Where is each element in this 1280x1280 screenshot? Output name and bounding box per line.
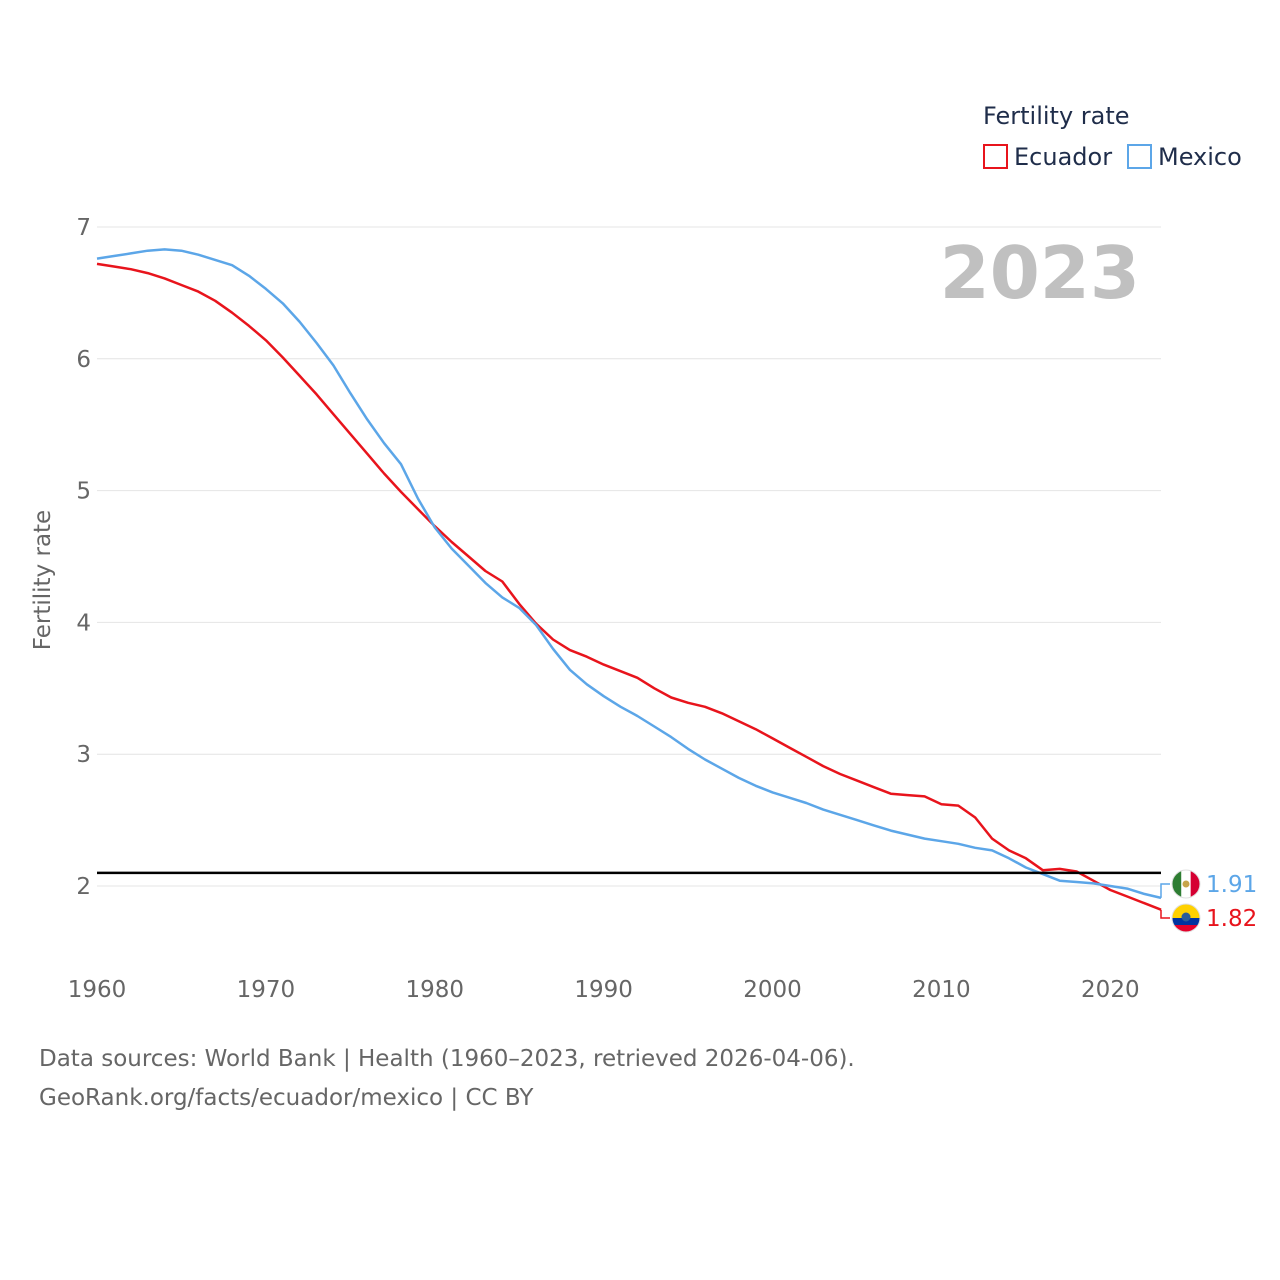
x-tick-label: 2020 [1081,977,1140,1003]
fertility-rate-chart: 2 3 4 5 6 7 1960 1970 1980 1990 2000 2010 2020 Fert… [30,102,1257,1003]
end-labels: 1.82 1.91 [1160,869,1257,933]
flag-stripe-green [1172,870,1182,898]
legend: Fertility rate Ecuador Mexico [983,102,1242,171]
y-tick-label: 3 [76,742,91,768]
flag-stripe-red [1190,870,1200,898]
x-tick-label: 2010 [912,977,971,1003]
year-label: 2023 [940,231,1140,315]
leader-line-mexico [1160,883,1170,898]
data-sources-text: Data sources: World Bank | Health (1960–… [39,1046,855,1072]
flag-emblem [1181,912,1191,922]
x-tick-label: 2000 [743,977,802,1003]
x-tick-label: 1990 [574,977,633,1003]
footer: Data sources: World Bank | Health (1960–… [39,1040,855,1118]
legend-label-mexico: Mexico [1158,143,1242,171]
x-axis-ticks: 1960 1970 1980 1990 2000 2010 2020 [68,977,1140,1003]
mexico-flag-icon [1171,869,1201,899]
legend-label-ecuador: Ecuador [1014,143,1112,171]
flag-body [1172,904,1200,932]
y-tick-label: 5 [76,479,91,505]
x-tick-label: 1970 [237,977,296,1003]
legend-item-mexico[interactable]: Mexico [1127,143,1242,171]
x-tick-label: 1960 [68,977,127,1003]
end-value-label-mexico: 1.91 [1206,872,1257,898]
flag-border [1171,903,1201,933]
y-tick-label: 2 [76,874,91,900]
y-axis-ticks: 2 3 4 5 6 7 [76,215,91,900]
legend-title: Fertility rate [983,102,1130,130]
flag-border [1171,869,1201,899]
y-axis-title: Fertility rate [30,510,56,650]
attribution-link[interactable]: GeoRank.org/facts/ecuador/mexico | CC BY [39,1085,534,1111]
series-line-ecuador [96,262,1162,911]
y-tick-label: 4 [76,610,91,636]
series-lines [96,248,1162,911]
y-tick-label: 7 [76,215,91,241]
grid-lines [97,226,1161,887]
end-value-label-ecuador: 1.82 [1206,906,1257,932]
flag-stripe-red [1172,925,1200,932]
legend-item-ecuador[interactable]: Ecuador [983,143,1112,171]
flag-emblem [1182,880,1190,888]
flag-body [1172,870,1200,898]
x-tick-label: 1980 [406,977,465,1003]
legend-swatch-ecuador [983,144,1008,169]
leader-line-ecuador [1160,909,1170,919]
flag-stripe-yellow [1172,904,1200,918]
ecuador-flag-icon [1171,903,1201,933]
legend-swatch-mexico [1127,144,1152,169]
series-line-mexico [96,248,1162,900]
y-tick-label: 6 [76,347,91,373]
